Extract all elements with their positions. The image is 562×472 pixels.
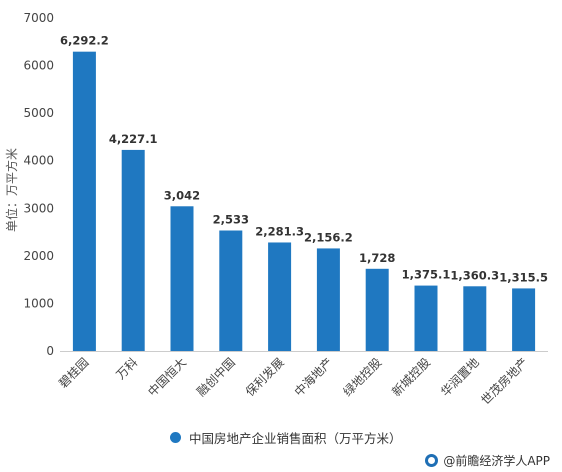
y-tick-label: 2000 <box>23 249 54 263</box>
bars <box>72 51 536 352</box>
y-tick-label: 1000 <box>23 296 54 310</box>
legend-marker <box>170 432 181 443</box>
bar <box>268 242 292 351</box>
y-tick-label: 3000 <box>23 201 54 215</box>
y-axis-label-group: 单位：万平方米 <box>4 148 19 232</box>
y-tick-label: 7000 <box>23 11 54 25</box>
data-labels: 6,292.2 4,227.1 3,042 2,533 2,281.3 2,156.2 1,… <box>60 34 548 285</box>
y-axis-ticks: 0 1000 2000 3000 4000 5000 6000 7000 <box>23 11 54 358</box>
bar <box>170 206 194 351</box>
data-label: 2,533 <box>213 213 249 227</box>
y-tick-label: 4000 <box>23 154 54 168</box>
category-label: 世茂房地产 <box>478 355 531 408</box>
category-label: 华润置地 <box>438 355 482 399</box>
y-tick-label: 0 <box>46 344 54 358</box>
data-label: 1,728 <box>359 251 395 265</box>
y-axis-label: 单位：万平方米 <box>4 148 19 232</box>
y-tick-label: 6000 <box>23 59 54 73</box>
data-label: 6,292.2 <box>60 34 109 48</box>
legend: 中国房地产企业销售面积（万平方米） <box>170 428 402 447</box>
brand-logo-icon <box>425 454 439 467</box>
legend-label: 中国房地产企业销售面积（万平方米） <box>189 431 402 446</box>
category-label: 新城控股 <box>389 355 434 400</box>
category-label: 保利发展 <box>242 355 287 400</box>
bar <box>512 288 536 351</box>
category-label: 融创中国 <box>193 355 238 400</box>
data-label: 1,360.3 <box>450 268 499 282</box>
bar <box>463 286 487 351</box>
category-label: 中国恒大 <box>145 355 190 400</box>
category-label: 碧桂园 <box>55 355 91 391</box>
bar <box>219 230 243 351</box>
data-label: 3,042 <box>164 188 200 202</box>
bar <box>72 51 96 352</box>
data-label: 2,281.3 <box>255 224 304 238</box>
data-label: 1,315.5 <box>499 270 548 284</box>
category-label: 中海地产 <box>291 355 336 400</box>
data-label: 2,156.2 <box>304 230 353 244</box>
source-credit: @前瞻经济学人APP <box>425 452 550 469</box>
y-tick-label: 5000 <box>23 106 54 120</box>
bar <box>121 149 145 351</box>
bar <box>365 268 389 351</box>
data-label: 4,227.1 <box>109 132 158 146</box>
category-label: 绿地控股 <box>340 355 385 400</box>
bar <box>316 248 340 351</box>
data-label: 1,375.1 <box>402 268 451 282</box>
category-label: 万科 <box>113 355 140 382</box>
source-text: @前瞻经济学人APP <box>443 454 550 468</box>
bar <box>414 285 438 351</box>
